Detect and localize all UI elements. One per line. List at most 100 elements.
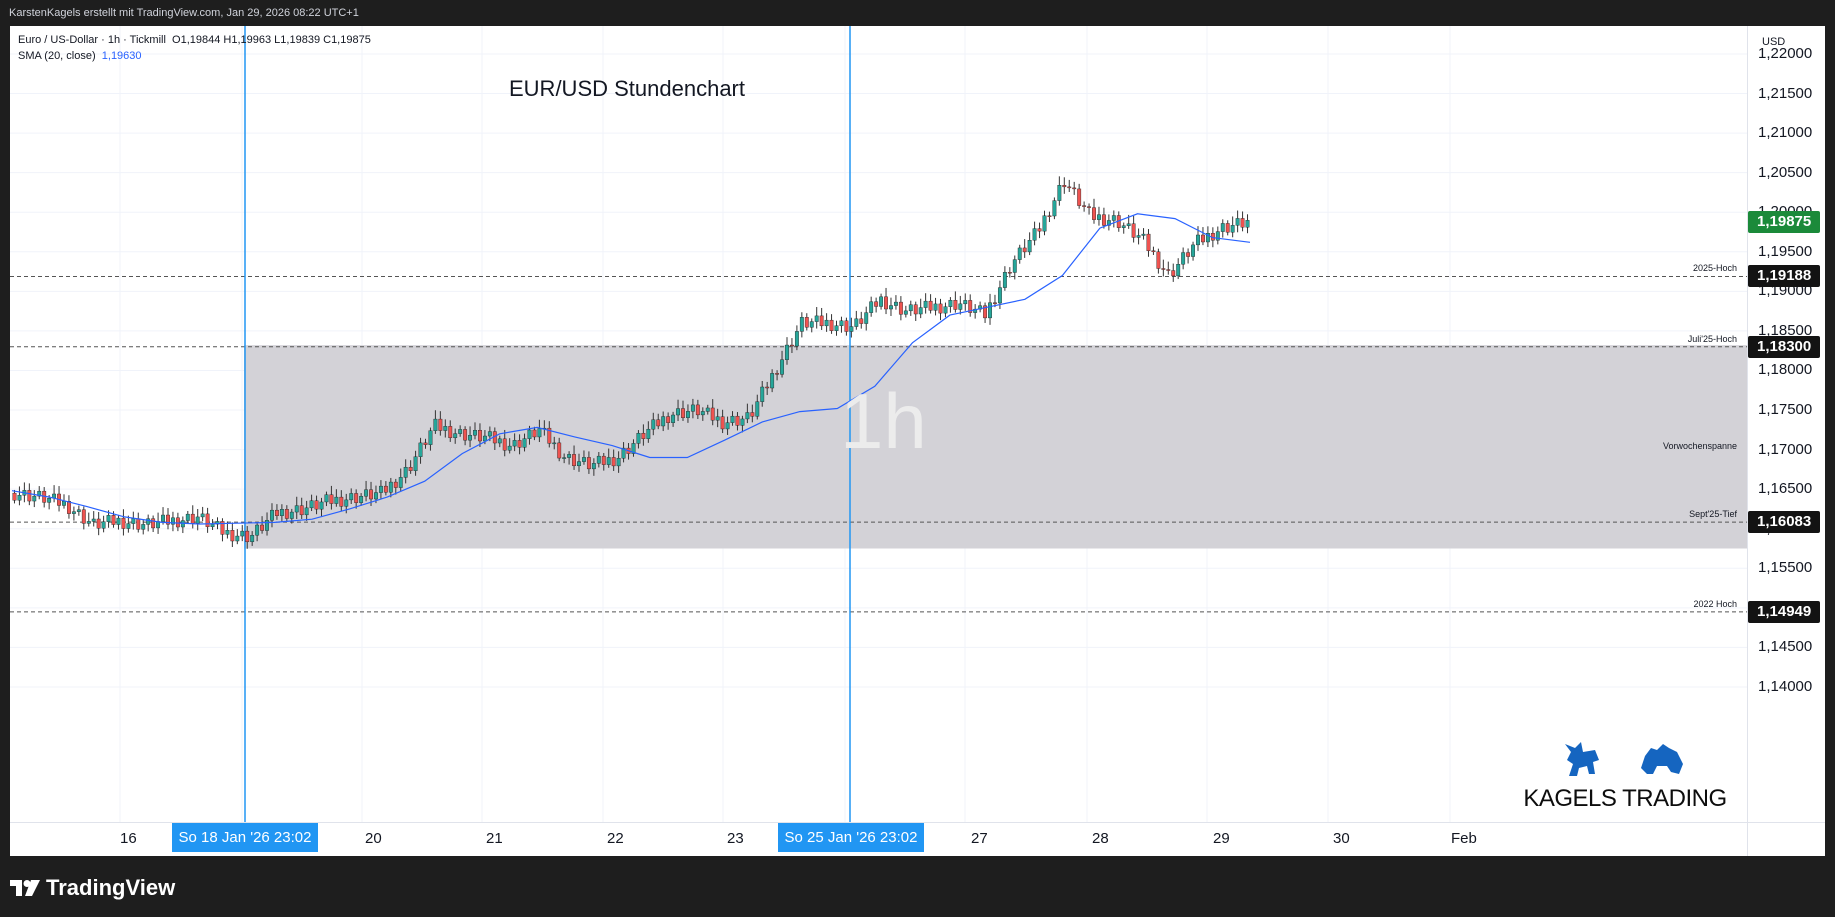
candle-body xyxy=(740,418,745,426)
candle-body xyxy=(151,518,156,529)
candle-body xyxy=(17,495,22,501)
price-tick: 1,15500 xyxy=(1758,559,1813,577)
candle-body xyxy=(1111,215,1116,221)
candle-body xyxy=(146,518,151,525)
legend: Euro / US-Dollar · 1h · Tickmill O1,1984… xyxy=(18,32,371,64)
candle-body xyxy=(81,509,86,524)
candle-body xyxy=(993,302,997,304)
price-tick: 1,14000 xyxy=(1758,677,1813,695)
candle-body xyxy=(388,481,393,493)
candle-body xyxy=(274,509,279,516)
candle-body xyxy=(1057,185,1062,201)
candle-body xyxy=(1245,220,1250,228)
candle-body xyxy=(413,456,418,471)
candle-body xyxy=(1072,187,1077,190)
candle-body xyxy=(86,521,91,524)
candle-body xyxy=(933,303,938,311)
level-price-label: 1,19188 xyxy=(1748,265,1820,288)
candle-body xyxy=(621,447,626,459)
candle-body xyxy=(884,296,888,310)
candle-body xyxy=(497,438,502,444)
candle-body xyxy=(210,523,215,528)
candle-body xyxy=(1151,250,1156,253)
candle-body xyxy=(175,517,180,528)
candle-body xyxy=(319,501,324,510)
candle-body xyxy=(1027,240,1032,253)
credit-bar: KarstenKagels erstellt mit TradingView.c… xyxy=(0,0,1835,26)
candle-body xyxy=(255,524,260,536)
price-tick: 1,21000 xyxy=(1758,124,1813,142)
candle-body xyxy=(1092,207,1096,220)
candle-body xyxy=(938,303,943,314)
chart-frame[interactable]: 1h Euro / US-Dollar · 1h · Tickmill O1,1… xyxy=(10,26,1825,856)
candle-body xyxy=(245,530,250,543)
candle-body xyxy=(344,499,349,507)
candle-body xyxy=(106,515,111,522)
candle-body xyxy=(463,429,468,441)
candle-body xyxy=(1032,228,1037,241)
candle-body xyxy=(304,507,309,516)
price-tick: 1,21500 xyxy=(1758,84,1813,102)
candle-body xyxy=(839,320,844,326)
candle-body xyxy=(661,416,666,427)
candle-body xyxy=(745,412,750,420)
tradingview-logo[interactable]: TradingView xyxy=(10,875,175,901)
candle-body xyxy=(299,505,304,516)
candle-body xyxy=(161,514,165,522)
candle-body xyxy=(220,521,225,535)
credit-text: KarstenKagels erstellt mit TradingView.c… xyxy=(9,7,359,19)
candle-body xyxy=(1191,244,1195,257)
candle-body xyxy=(458,429,463,434)
candle-body xyxy=(369,489,373,500)
candle-body xyxy=(676,408,680,416)
price-tick: 1,17000 xyxy=(1758,440,1813,458)
candle-body xyxy=(1012,259,1017,273)
candle-body xyxy=(834,325,839,331)
candle-body xyxy=(1126,223,1131,226)
candle-body xyxy=(190,513,195,524)
candle-body xyxy=(141,524,146,530)
price-tick: 1,22000 xyxy=(1758,45,1813,62)
candle-body xyxy=(512,440,517,447)
candle-body xyxy=(671,414,676,423)
candle-body xyxy=(547,427,552,444)
candle-body xyxy=(695,404,700,416)
candle-body xyxy=(963,300,968,305)
candle-body xyxy=(487,431,492,437)
candle-body xyxy=(423,442,428,445)
candle-body xyxy=(121,517,126,529)
candle-body xyxy=(502,438,507,451)
symbol-name: Euro / US-Dollar · 1h · Tickmill xyxy=(18,34,166,46)
candle-body xyxy=(453,433,458,439)
zone-name: Vorwochenspanne xyxy=(1662,440,1737,451)
candle-body xyxy=(166,514,170,525)
candle-body xyxy=(908,304,913,312)
candle-body xyxy=(1220,223,1225,232)
currency-label: USD xyxy=(1762,36,1786,48)
level-name: 2025-Hoch xyxy=(1692,263,1737,274)
candle-body xyxy=(468,435,472,441)
candle-body xyxy=(596,455,601,464)
candle-body xyxy=(37,490,42,497)
date-tick: Feb xyxy=(1451,830,1477,847)
candle-body xyxy=(785,344,789,360)
candle-body xyxy=(557,442,562,459)
candle-body xyxy=(720,416,725,430)
candle-body xyxy=(988,302,992,319)
candle-body xyxy=(1131,223,1136,238)
candle-body xyxy=(893,301,898,306)
candle-body xyxy=(270,509,274,521)
candle-body xyxy=(780,359,784,375)
date-tick: 30 xyxy=(1333,830,1350,847)
candle-body xyxy=(354,493,359,503)
candle-body xyxy=(1146,233,1151,251)
candle-body xyxy=(879,296,884,307)
candle-body xyxy=(126,523,131,529)
price-tick: 1,18000 xyxy=(1758,361,1813,379)
candle-body xyxy=(1022,247,1027,253)
candle-body xyxy=(651,419,656,430)
candle-body xyxy=(1215,231,1220,241)
candle-body xyxy=(527,429,532,439)
candle-body xyxy=(1156,251,1161,269)
chart-canvas[interactable] xyxy=(10,26,1825,856)
